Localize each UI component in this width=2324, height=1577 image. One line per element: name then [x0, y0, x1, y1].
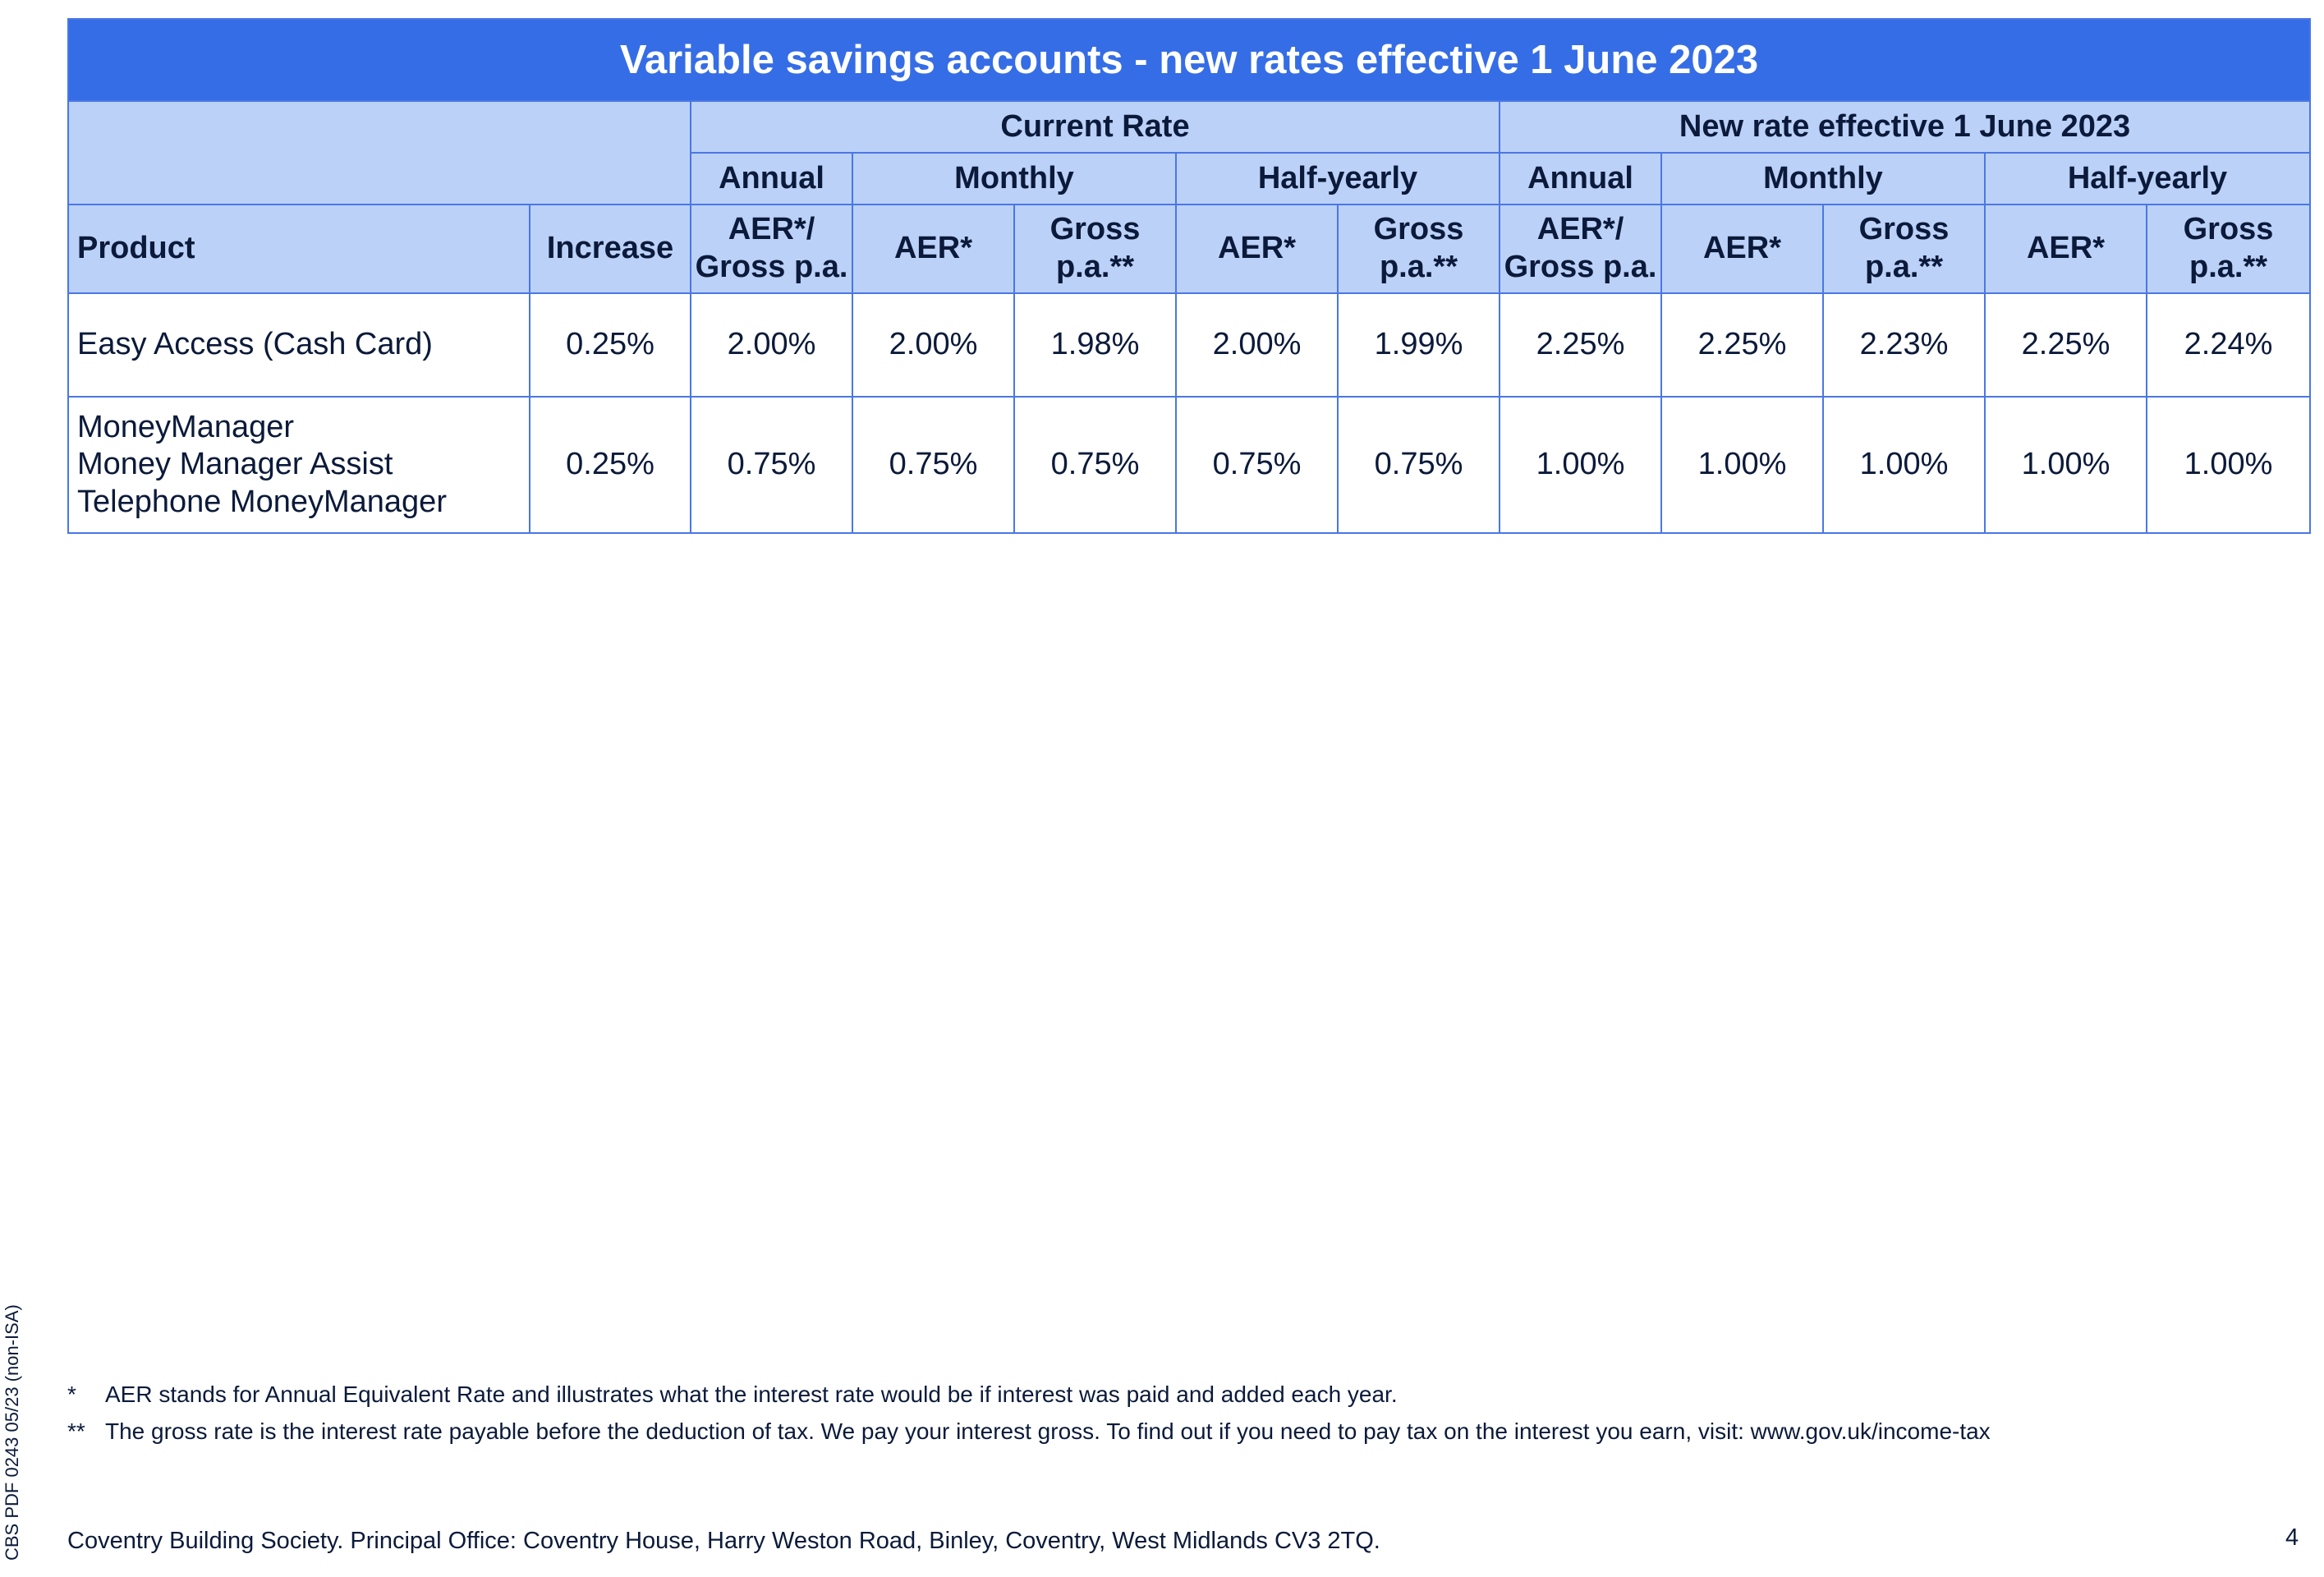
footnote-mark: **: [67, 1418, 85, 1444]
rate-cell: 1.00%: [1822, 396, 1986, 534]
increase-cell: 0.25%: [529, 396, 691, 534]
freq-annual: Annual: [690, 152, 853, 205]
rate-cell: 2.00%: [1175, 292, 1339, 398]
col-aer: AER*: [1175, 204, 1339, 294]
rate-cell: 1.99%: [1337, 292, 1500, 398]
footnote: * AER stands for Annual Equivalent Rate …: [67, 1377, 1991, 1414]
rate-cell: 2.00%: [690, 292, 853, 398]
product-cell: MoneyManager Money Manager Assist Teleph…: [67, 396, 530, 534]
rate-cell: 2.00%: [852, 292, 1015, 398]
page-number: 4: [2285, 1524, 2299, 1551]
rate-cell: 0.75%: [1013, 396, 1177, 534]
freq-monthly: Monthly: [852, 152, 1177, 205]
rate-cell: 0.75%: [1175, 396, 1339, 534]
rate-cell: 2.23%: [1822, 292, 1986, 398]
group-current-rate: Current Rate: [690, 100, 1500, 154]
product-cell: Easy Access (Cash Card): [67, 292, 530, 398]
col-gross: Gross p.a.**: [1013, 204, 1177, 294]
rate-cell: 1.00%: [1499, 396, 1662, 534]
rate-cell: 2.25%: [1499, 292, 1662, 398]
rate-cell: 2.25%: [1660, 292, 1824, 398]
rate-cell: 1.00%: [2145, 396, 2312, 534]
rate-cell: 0.75%: [1337, 396, 1500, 534]
col-gross: Gross p.a.**: [2145, 204, 2312, 294]
rate-cell: 2.25%: [1984, 292, 2147, 398]
rate-cell: 1.00%: [1984, 396, 2147, 534]
document-reference: CBS PDF 0243 05/23 (non-ISA): [2, 1304, 22, 1561]
footnote-text: The gross rate is the interest rate paya…: [105, 1418, 1991, 1444]
col-aer-gross: AER*/Gross p.a.: [1499, 204, 1662, 294]
col-aer-gross: AER*/Gross p.a.: [690, 204, 853, 294]
rate-cell: 2.24%: [2145, 292, 2312, 398]
table-title: Variable savings accounts - new rates ef…: [67, 18, 2312, 102]
footnote-mark: *: [67, 1382, 76, 1407]
rates-table: Variable savings accounts - new rates ef…: [67, 18, 2312, 534]
freq-half-yearly: Half-yearly: [1983, 152, 2312, 205]
freq-half-yearly: Half-yearly: [1175, 152, 1500, 205]
table-row: Easy Access (Cash Card) 0.25% 2.00% 2.00…: [67, 292, 2312, 398]
col-gross: Gross p.a.**: [1337, 204, 1500, 294]
footnote: ** The gross rate is the interest rate p…: [67, 1414, 1991, 1451]
col-aer: AER*: [1660, 204, 1824, 294]
rate-cell: 0.75%: [852, 396, 1015, 534]
col-gross: Gross p.a.**: [1822, 204, 1986, 294]
rate-cell: 1.00%: [1660, 396, 1824, 534]
group-new-rate: New rate effective 1 June 2023: [1498, 100, 2312, 154]
table-row: MoneyManager Money Manager Assist Teleph…: [67, 396, 2312, 534]
col-increase: Increase: [529, 204, 691, 294]
freq-annual: Annual: [1499, 152, 1662, 205]
col-aer: AER*: [1984, 204, 2147, 294]
header-blank: [67, 100, 691, 205]
col-product: Product: [67, 204, 530, 294]
rate-cell: 0.75%: [690, 396, 853, 534]
increase-cell: 0.25%: [529, 292, 691, 398]
footnotes: * AER stands for Annual Equivalent Rate …: [67, 1377, 1991, 1451]
rate-cell: 1.98%: [1013, 292, 1177, 398]
footnote-text: AER stands for Annual Equivalent Rate an…: [105, 1382, 1398, 1407]
col-aer: AER*: [852, 204, 1015, 294]
freq-monthly: Monthly: [1660, 152, 1986, 205]
footer-address: Coventry Building Society. Principal Off…: [67, 1528, 1380, 1554]
